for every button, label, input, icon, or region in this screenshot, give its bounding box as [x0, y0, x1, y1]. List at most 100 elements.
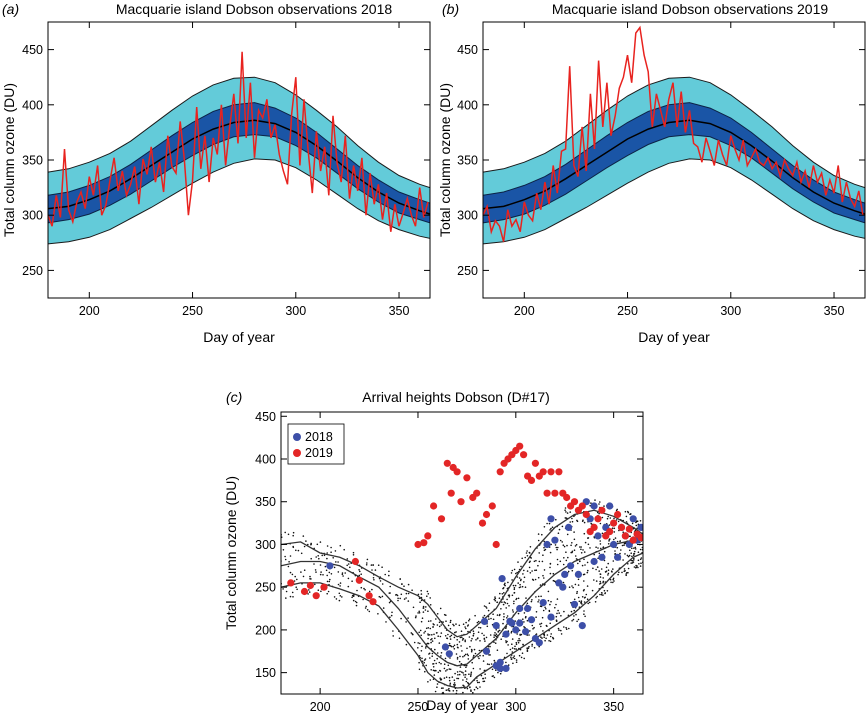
background-point [418, 668, 421, 671]
background-point [407, 583, 410, 586]
background-point [314, 569, 317, 571]
point-2018 [441, 643, 449, 651]
point-2018 [559, 583, 567, 591]
background-point [388, 574, 390, 577]
background-point [573, 609, 575, 612]
point-2018 [590, 557, 598, 566]
background-point [511, 638, 514, 640]
background-point [581, 596, 584, 598]
background-point [581, 564, 584, 567]
background-point [452, 645, 455, 648]
background-point [524, 586, 527, 588]
background-point [561, 541, 563, 543]
background-point [425, 627, 428, 630]
background-point [551, 526, 554, 528]
background-point [549, 640, 552, 643]
background-point [479, 654, 481, 657]
point-2018 [551, 536, 559, 544]
background-point [440, 662, 442, 665]
background-point [515, 598, 517, 601]
background-point [625, 573, 627, 575]
background-point [502, 618, 505, 621]
background-point [468, 619, 470, 622]
point-2019 [424, 532, 432, 540]
background-point [435, 618, 437, 620]
background-point [309, 575, 311, 578]
background-point [616, 508, 618, 511]
background-point [542, 609, 545, 612]
background-point [490, 617, 492, 620]
background-point [366, 609, 369, 611]
background-point [501, 593, 504, 595]
panel-b-x-axis-label: Day of year [638, 329, 710, 345]
background-point [465, 680, 468, 683]
background-point [440, 632, 443, 634]
background-point [388, 592, 391, 594]
panel-c-legend: 2018 2019 [287, 423, 345, 465]
background-point [505, 607, 507, 609]
background-point [519, 586, 522, 588]
background-point [422, 611, 425, 613]
background-point [398, 637, 401, 640]
background-point [429, 679, 432, 681]
background-point [595, 597, 597, 599]
background-point [456, 671, 459, 673]
point-2018 [326, 562, 334, 570]
background-point [506, 598, 508, 601]
point-2019 [637, 534, 643, 542]
background-point [506, 652, 508, 655]
background-point [405, 643, 408, 646]
background-point [352, 599, 355, 602]
background-point [346, 564, 348, 567]
background-point [463, 685, 465, 687]
background-point [465, 664, 468, 667]
point-2019 [369, 598, 377, 606]
panel-label-c: (c) [226, 389, 242, 405]
background-point [519, 579, 522, 582]
background-point [523, 626, 525, 628]
background-point [610, 570, 613, 572]
background-point [300, 552, 303, 555]
background-point [470, 650, 473, 653]
background-point [517, 597, 520, 600]
background-point [529, 572, 532, 574]
background-point [333, 566, 336, 569]
background-point [583, 588, 585, 591]
background-point [497, 630, 500, 632]
background-point [381, 583, 384, 585]
background-point [621, 544, 624, 547]
background-point [584, 596, 586, 599]
background-point [631, 559, 634, 562]
background-point [473, 654, 475, 657]
background-point [379, 580, 382, 582]
background-point [577, 562, 579, 565]
background-point [526, 555, 529, 557]
point-2018 [516, 604, 524, 613]
background-point [493, 676, 496, 679]
point-2019 [578, 502, 586, 510]
background-point [421, 617, 424, 619]
background-point [582, 549, 584, 551]
background-point [510, 572, 513, 574]
background-point [317, 555, 319, 557]
background-point [469, 675, 472, 678]
background-point [471, 661, 473, 664]
background-point [347, 585, 350, 588]
background-point [429, 597, 431, 599]
background-point [506, 615, 509, 617]
background-point [359, 570, 361, 573]
background-point [497, 671, 499, 674]
background-point [435, 662, 437, 665]
background-point [549, 566, 551, 569]
background-point [449, 684, 451, 686]
background-point [553, 580, 556, 582]
background-point [515, 659, 518, 661]
background-point [549, 529, 551, 531]
panel-b-median-line [483, 119, 865, 215]
panel-c-series-2019 [287, 442, 643, 606]
background-point [616, 540, 619, 543]
background-point [437, 671, 440, 674]
background-point [587, 543, 590, 546]
point-2018 [594, 532, 602, 540]
background-point [531, 570, 533, 572]
